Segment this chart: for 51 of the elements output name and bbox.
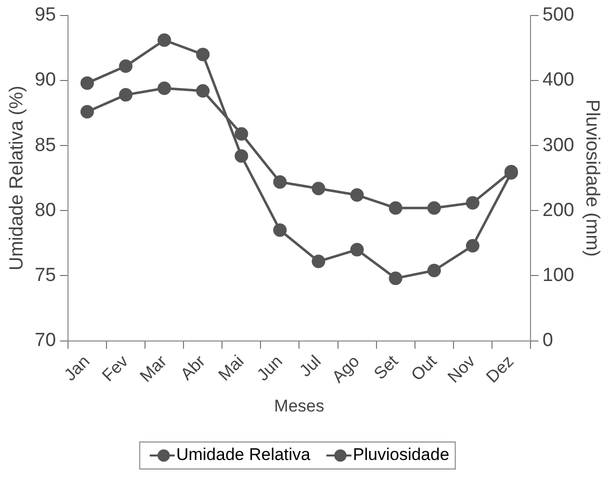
y2-tick-label: 200 <box>542 200 574 221</box>
x-tick-label: Jun <box>253 352 286 385</box>
legend-label: Pluviosidade <box>352 445 450 464</box>
y2-tick-label: 0 <box>542 330 554 352</box>
x-tick-label: Nov <box>444 351 480 387</box>
point <box>466 196 480 210</box>
point <box>312 182 326 196</box>
point <box>158 82 172 96</box>
y-tick-label: 80 <box>34 200 56 221</box>
point <box>273 223 287 237</box>
point <box>427 264 441 278</box>
point <box>427 201 441 215</box>
point <box>80 76 94 90</box>
x-tick-label: Dez <box>482 352 518 387</box>
point <box>196 84 210 98</box>
legend-label: Umidade Relativa <box>176 445 311 464</box>
point <box>158 33 172 47</box>
y-tick-label: 70 <box>34 330 56 352</box>
point <box>388 201 402 215</box>
point <box>273 175 287 189</box>
point <box>312 254 326 268</box>
x-tick-label: Jul <box>296 352 325 381</box>
point <box>350 242 364 256</box>
x-tick-label: Mai <box>214 352 248 385</box>
y2-tick-label: 300 <box>542 134 574 156</box>
y-tick-label: 75 <box>34 264 56 286</box>
point <box>80 104 94 118</box>
x-tick-label: Abr <box>176 351 210 384</box>
y-tick-label: 95 <box>34 4 56 26</box>
point <box>119 88 133 102</box>
x-tick-label: Out <box>407 352 440 385</box>
y-axis-title: Umidade Relativa (%) <box>6 86 28 270</box>
x-tick-label: Ago <box>328 352 364 387</box>
point <box>388 272 402 286</box>
point <box>196 48 210 62</box>
x-tick-label: Jan <box>60 352 94 385</box>
x-tick-label: Mar <box>136 351 171 386</box>
point <box>466 239 480 253</box>
y-tick-label: 90 <box>34 70 56 91</box>
y2-tick-label: 100 <box>542 264 574 286</box>
x-tick-label: Fev <box>98 351 132 386</box>
point <box>119 59 133 73</box>
y-tick-label: 85 <box>34 134 56 156</box>
point <box>234 149 248 163</box>
y2-tick-label: 400 <box>542 70 574 91</box>
y2-tick-label: 500 <box>542 4 574 26</box>
point <box>234 127 248 141</box>
x-tick-label: Set <box>370 352 402 384</box>
y2-axis-title: Pluviosidade (mm) <box>581 99 602 257</box>
point <box>350 188 364 202</box>
x-axis-title: Meses <box>274 396 324 416</box>
